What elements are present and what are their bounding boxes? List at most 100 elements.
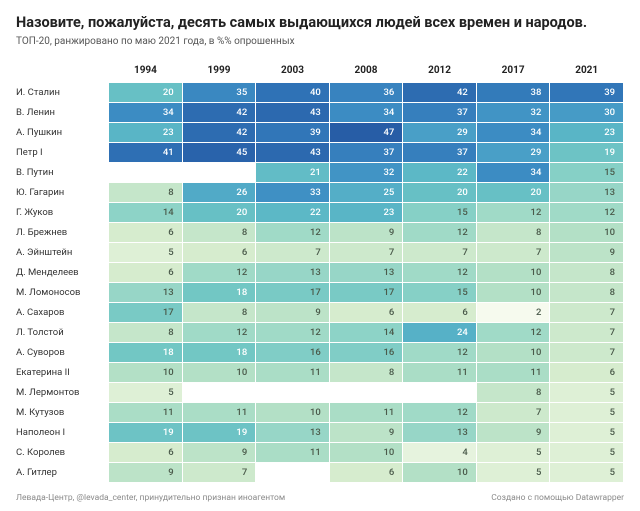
heatmap-cell: 37	[403, 103, 477, 123]
heatmap-cell: 9	[109, 463, 183, 483]
header-year: 2012	[403, 61, 477, 83]
heatmap-cell: 10	[476, 283, 550, 303]
heatmap-cell: 37	[329, 143, 403, 163]
heatmap-cell: 19	[182, 423, 256, 443]
table-row: А. Гитлер9761055	[16, 463, 624, 483]
row-label: А. Суворов	[16, 343, 109, 363]
heatmap-cell: 23	[329, 203, 403, 223]
heatmap-cell: 17	[109, 303, 183, 323]
heatmap-cell: 18	[182, 343, 256, 363]
row-label: В. Путин	[16, 163, 109, 183]
header-year: 2017	[476, 61, 550, 83]
heatmap-cell: 6	[182, 243, 256, 263]
heatmap-cell: 6	[329, 303, 403, 323]
heatmap-cell: 10	[476, 343, 550, 363]
table-row: М. Кутузов111110111275	[16, 403, 624, 423]
heatmap-cell: 10	[256, 403, 330, 423]
heatmap-cell: 5	[476, 443, 550, 463]
heatmap-cell	[256, 463, 330, 483]
heatmap-cell: 11	[182, 403, 256, 423]
heatmap-cell: 16	[329, 343, 403, 363]
heatmap-cell: 10	[403, 463, 477, 483]
heatmap-cell: 13	[550, 183, 624, 203]
heatmap-cell: 22	[403, 163, 477, 183]
header-year: 1999	[182, 61, 256, 83]
heatmap-cell: 8	[182, 223, 256, 243]
heatmap-cell: 6	[550, 363, 624, 383]
heatmap-cell: 8	[550, 283, 624, 303]
heatmap-cell: 12	[476, 203, 550, 223]
table-row: А. Сахаров17896627	[16, 303, 624, 323]
heatmap-cell: 7	[329, 243, 403, 263]
heatmap-cell: 32	[329, 163, 403, 183]
row-label: А. Сахаров	[16, 303, 109, 323]
heatmap-cell: 10	[329, 443, 403, 463]
heatmap-cell: 13	[256, 263, 330, 283]
header-year: 2003	[256, 61, 330, 83]
heatmap-cell: 22	[256, 203, 330, 223]
heatmap-cell: 12	[182, 263, 256, 283]
row-label: А. Гитлер	[16, 463, 109, 483]
table-row: И. Сталин20354036423839	[16, 83, 624, 103]
heatmap-cell: 11	[109, 403, 183, 423]
heatmap-cell: 7	[550, 343, 624, 363]
heatmap-cell: 6	[109, 263, 183, 283]
header-blank	[16, 61, 109, 83]
heatmap-cell: 5	[550, 403, 624, 423]
heatmap-cell: 34	[109, 103, 183, 123]
row-label: Л. Брежнев	[16, 223, 109, 243]
heatmap-cell: 7	[476, 243, 550, 263]
heatmap-cell: 42	[182, 123, 256, 143]
table-row: А. Суворов1818161612107	[16, 343, 624, 363]
heatmap-cell	[329, 383, 403, 403]
heatmap-cell: 12	[403, 403, 477, 423]
heatmap-cell: 11	[403, 363, 477, 383]
heatmap-cell: 34	[476, 123, 550, 143]
heatmap-cell: 5	[550, 383, 624, 403]
heatmap-cell: 32	[476, 103, 550, 123]
heatmap-cell: 42	[182, 103, 256, 123]
heatmap-cell: 43	[256, 143, 330, 163]
heatmap-cell: 8	[550, 263, 624, 283]
heatmap-cell: 20	[182, 203, 256, 223]
heatmap-cell: 5	[109, 383, 183, 403]
heatmap-cell: 2	[476, 303, 550, 323]
row-label: И. Сталин	[16, 83, 109, 103]
table-row: Наполеон I19191391395	[16, 423, 624, 443]
heatmap-cell: 29	[403, 123, 477, 143]
heatmap-cell: 12	[182, 323, 256, 343]
heatmap-cell: 18	[109, 343, 183, 363]
heatmap-cell: 7	[476, 403, 550, 423]
heatmap-cell: 18	[182, 283, 256, 303]
heatmap-cell: 15	[550, 163, 624, 183]
heatmap-cell: 33	[256, 183, 330, 203]
heatmap-cell: 37	[403, 143, 477, 163]
heatmap-cell: 9	[256, 303, 330, 323]
table-row: Л. Брежнев6812912810	[16, 223, 624, 243]
heatmap-cell: 25	[329, 183, 403, 203]
heatmap-cell: 13	[403, 423, 477, 443]
heatmap-cell: 7	[403, 243, 477, 263]
heatmap-cell: 12	[256, 223, 330, 243]
row-label: С. Королев	[16, 443, 109, 463]
heatmap-cell: 21	[256, 163, 330, 183]
header-row: 1994199920032008201220172021	[16, 61, 624, 83]
heatmap-cell	[109, 163, 183, 183]
heatmap-cell: 23	[109, 123, 183, 143]
heatmap-cell: 39	[256, 123, 330, 143]
table-row: А. Эйнштейн5677779	[16, 243, 624, 263]
header-year: 2008	[329, 61, 403, 83]
heatmap-cell: 24	[403, 323, 477, 343]
heatmap-cell: 11	[476, 363, 550, 383]
table-row: Екатерина II101011811116	[16, 363, 624, 383]
heatmap-cell: 14	[109, 203, 183, 223]
heatmap-cell: 7	[256, 243, 330, 263]
heatmap-cell: 13	[329, 263, 403, 283]
heatmap-cell: 36	[329, 83, 403, 103]
row-label: Л. Толстой	[16, 323, 109, 343]
heatmap-cell: 9	[476, 423, 550, 443]
heatmap-cell: 8	[182, 303, 256, 323]
heatmap-cell: 8	[476, 383, 550, 403]
heatmap-cell: 9	[329, 223, 403, 243]
heatmap-cell: 17	[256, 283, 330, 303]
